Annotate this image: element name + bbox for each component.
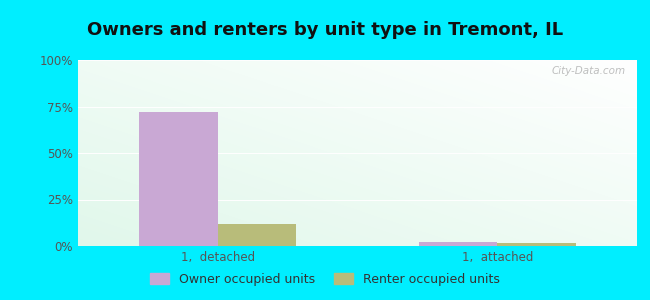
Bar bbox=[218, 224, 296, 246]
Bar bbox=[419, 242, 497, 246]
Bar bbox=[140, 112, 218, 246]
Legend: Owner occupied units, Renter occupied units: Owner occupied units, Renter occupied un… bbox=[146, 268, 504, 291]
Bar bbox=[497, 243, 575, 246]
Text: City-Data.com: City-Data.com bbox=[552, 66, 626, 76]
Text: Owners and renters by unit type in Tremont, IL: Owners and renters by unit type in Tremo… bbox=[87, 21, 563, 39]
